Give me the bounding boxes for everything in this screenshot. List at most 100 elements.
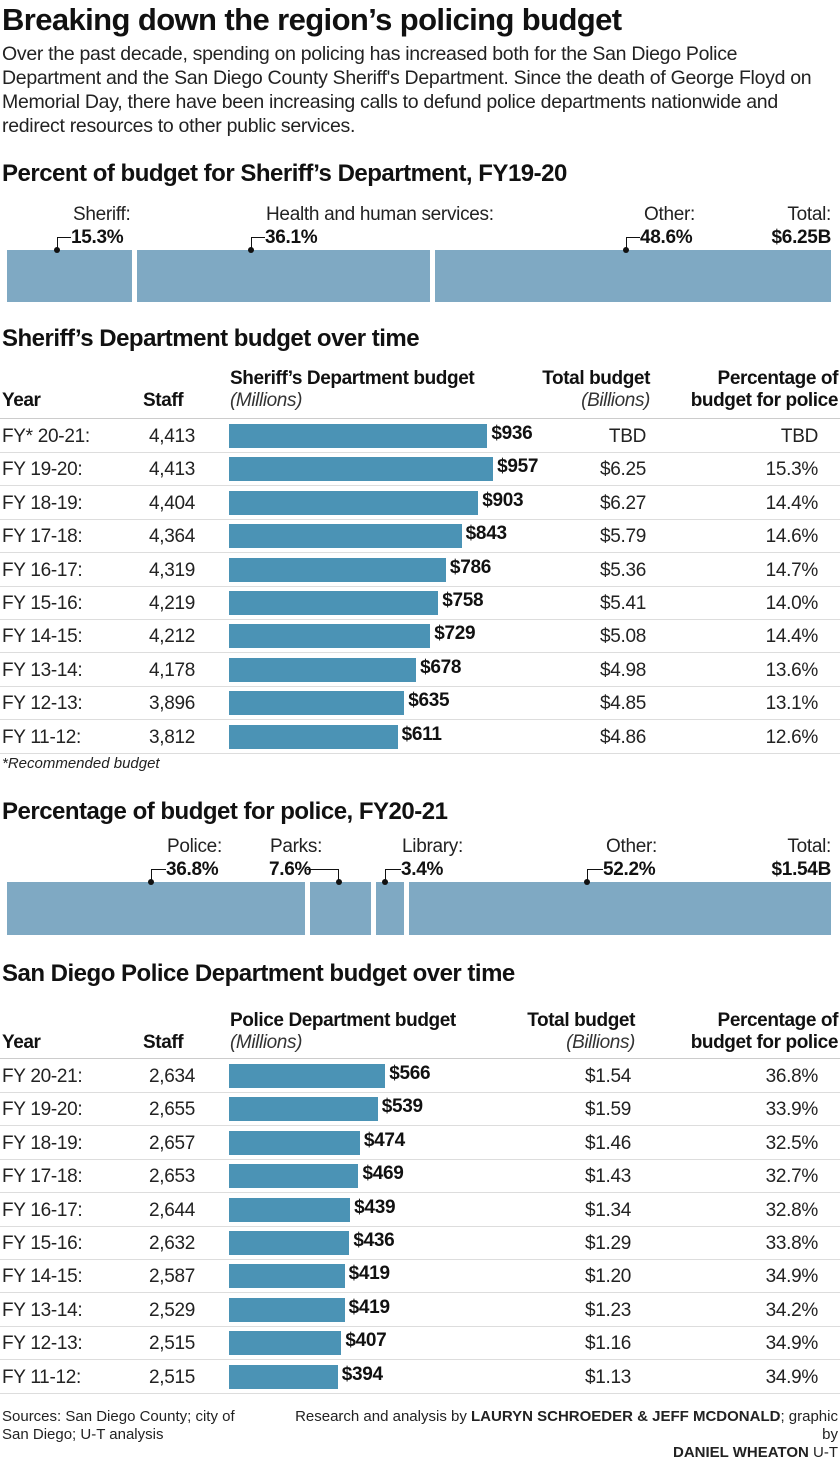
- row-staff: 3,896: [148, 693, 195, 715]
- row-year: FY 16-17:: [2, 1199, 83, 1221]
- budget-value: $729: [434, 623, 476, 645]
- segment-1: [136, 250, 431, 302]
- header-year: Year: [2, 390, 41, 411]
- segment-value: 36.8%: [166, 859, 219, 880]
- table-row: FY 14-15: 2,587 $419 $1.20 34.9%: [0, 1260, 840, 1294]
- row-year: FY 12-13:: [2, 1333, 83, 1355]
- row-total: $1.43: [584, 1166, 631, 1188]
- row-year: FY 11-12:: [2, 726, 81, 748]
- chart-title: Percentage of budget for police, FY20-21: [2, 798, 448, 825]
- segment-3: [408, 882, 831, 935]
- leader-dot: [623, 247, 629, 253]
- row-percentage: 14.0%: [765, 593, 819, 614]
- row-staff: 2,657: [148, 1132, 195, 1154]
- row-percentage: 15.3%: [765, 459, 819, 481]
- leader-line: [626, 237, 640, 251]
- header-total-label: Total budget: [542, 368, 650, 389]
- row-staff: 4,413: [148, 459, 195, 481]
- budget-value: $758: [442, 590, 484, 611]
- credit-suffix: U-T: [808, 1444, 838, 1461]
- header-rule: [0, 418, 840, 419]
- table-row: FY 17-18: 4,364 $843 $5.79 14.6%: [0, 520, 840, 554]
- row-percentage: 14.7%: [765, 559, 819, 581]
- row-percentage: 34.9%: [765, 1366, 819, 1388]
- segment-label: Police:: [167, 836, 222, 857]
- row-percentage: 13.1%: [765, 693, 819, 715]
- table-row: FY 19-20: 2,655 $539 $1.59 33.9%: [0, 1093, 840, 1127]
- budget-bar: [229, 557, 446, 582]
- budget-bar: [229, 490, 479, 515]
- row-percentage: 14.6%: [765, 526, 819, 548]
- segment-value: 52.2%: [603, 859, 656, 880]
- row-percentage: 34.9%: [765, 1266, 819, 1288]
- sources: Sources: San Diego County; city of San D…: [2, 1408, 235, 1443]
- credits: Research and analysis by LAURYN SCHROEDE…: [278, 1408, 838, 1462]
- budget-bar: [229, 1331, 342, 1356]
- segment-label: Library:: [402, 836, 463, 857]
- row-staff: 4,219: [148, 593, 195, 614]
- table-row: FY 16-17: 4,319 $786 $5.36 14.7%: [0, 554, 840, 587]
- leader-dot: [148, 879, 154, 885]
- budget-bar: [229, 457, 494, 482]
- budget-bar: [229, 724, 398, 749]
- row-total: $4.86: [599, 726, 646, 748]
- row-year: FY 17-18:: [2, 526, 83, 548]
- row-percentage: 14.4%: [765, 492, 819, 514]
- row-year: FY 15-16:: [2, 1233, 83, 1254]
- row-year: FY 11-12:: [2, 1366, 81, 1388]
- segment-label: Health and human services:: [266, 204, 494, 225]
- leader-line: [587, 869, 603, 883]
- row-percentage: 32.8%: [765, 1199, 819, 1221]
- leader-line: [307, 869, 339, 883]
- leader-dot: [248, 247, 254, 253]
- row-year: FY 17-18:: [2, 1166, 83, 1188]
- table-row: FY 12-13: 2,515 $407 $1.16 34.9%: [0, 1327, 840, 1361]
- row-year: FY 14-15:: [2, 1266, 83, 1288]
- row-staff: 2,655: [148, 1099, 195, 1121]
- budget-bar: [229, 691, 405, 716]
- row-year: FY 19-20:: [2, 459, 83, 481]
- budget-value: $474: [363, 1129, 405, 1151]
- row-year: FY 14-15:: [2, 626, 83, 648]
- budget-value: $469: [362, 1163, 404, 1185]
- header-pct-line1: Percentage of: [717, 1010, 839, 1031]
- row-total: $5.79: [599, 526, 646, 548]
- row-staff: 2,644: [148, 1199, 195, 1221]
- table-title: Sheriff’s Department budget over time: [2, 325, 420, 352]
- budget-bar: [229, 1097, 378, 1122]
- table-row: FY 18-19: 4,404 $903 $6.27 14.4%: [0, 487, 840, 520]
- budget-bar: [229, 1064, 386, 1088]
- segment-label: Other:: [644, 204, 695, 225]
- row-year: FY 15-16:: [2, 593, 83, 614]
- row-percentage: 14.4%: [765, 626, 819, 648]
- row-staff: 4,413: [148, 426, 195, 447]
- table-row: FY 20-21: 2,634 $566 $1.54 36.8%: [0, 1060, 840, 1093]
- table-row: FY 12-13: 3,896 $635 $4.85 13.1%: [0, 687, 840, 721]
- row-total: $6.27: [599, 492, 646, 514]
- table-title: San Diego Police Department budget over …: [2, 960, 515, 987]
- row-staff: 2,515: [148, 1366, 195, 1388]
- row-total: $1.13: [584, 1366, 631, 1388]
- budget-value: $407: [345, 1330, 387, 1352]
- credit-prefix: Research and analysis by: [295, 1408, 471, 1425]
- leader-dot: [336, 879, 342, 885]
- row-percentage: 33.9%: [765, 1099, 819, 1121]
- budget-value: $419: [348, 1296, 390, 1318]
- segment-value: 48.6%: [640, 227, 693, 248]
- budget-bar: [229, 1197, 351, 1222]
- header-percentage: Percentage of budget for police: [691, 1010, 839, 1054]
- row-percentage: 36.8%: [765, 1066, 819, 1087]
- row-year: FY 18-19:: [2, 492, 83, 514]
- row-percentage: 33.8%: [765, 1233, 819, 1254]
- credit-names: LAURYN SCHROEDER & JEFF MCDONALD: [471, 1408, 781, 1425]
- row-total: $1.59: [584, 1099, 631, 1121]
- row-total: $1.20: [584, 1266, 631, 1288]
- budget-bar: [229, 624, 431, 649]
- budget-value: $678: [420, 656, 462, 678]
- leader-dot: [54, 247, 60, 253]
- row-total: $1.29: [584, 1233, 631, 1254]
- header-total-label: Total budget: [527, 1010, 635, 1031]
- header-staff: Staff: [143, 1032, 184, 1053]
- credit-mid: ; graphic by: [780, 1408, 838, 1443]
- budget-bar: [229, 1264, 345, 1289]
